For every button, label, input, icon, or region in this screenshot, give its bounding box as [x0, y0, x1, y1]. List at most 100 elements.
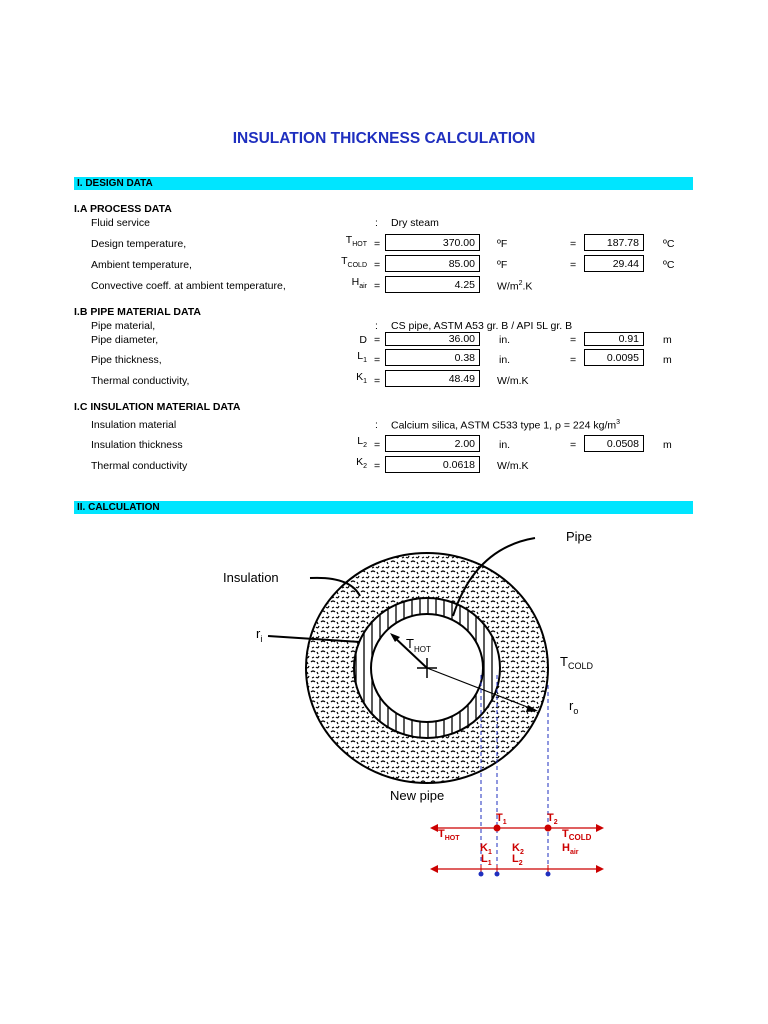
insulation-thickness-unit: in.	[499, 439, 511, 451]
insulation-data-heading: I.C INSULATION MATERIAL DATA	[74, 401, 241, 413]
pipe-material-value: CS pipe, ASTM A53 gr. B / API 5L gr. B	[391, 320, 573, 332]
ri-label: ri	[256, 626, 262, 644]
k1-label: K1	[480, 842, 492, 856]
t1-label: T1	[496, 812, 507, 826]
pipe-diameter-input[interactable]: 36.00	[385, 332, 480, 346]
radius-line	[392, 635, 428, 669]
section-heading: II. CALCULATION	[77, 502, 160, 513]
ambient-temp-label: Ambient temperature,	[91, 259, 192, 271]
tcold-flow-label: TCOLD	[562, 828, 592, 842]
insulation-conductivity-symbol: K2	[356, 456, 367, 471]
ambient-temp-input[interactable]: 85.00	[385, 255, 480, 272]
pipe-diameter-label: Pipe diameter,	[91, 334, 159, 346]
equals: =	[570, 238, 577, 250]
insulation-conductivity-input[interactable]: 0.0618	[385, 456, 480, 473]
section-calculation-band: II. CALCULATION	[74, 501, 693, 514]
section-design-data-band: I. DESIGN DATA	[74, 177, 693, 190]
insulation-thickness-input[interactable]: 2.00	[385, 435, 480, 452]
pipe-diameter-conv-unit: m	[663, 334, 672, 346]
pipe-conductivity-label: Thermal conductivity,	[91, 375, 190, 387]
pipe-thickness-label: Pipe thickness,	[91, 354, 162, 366]
fluid-service-label: Fluid service	[91, 217, 150, 229]
design-temp-unit: ºF	[497, 238, 508, 250]
arrowhead	[430, 824, 438, 832]
arrowhead	[596, 824, 604, 832]
thot-label: THOT	[406, 636, 431, 654]
page-title: INSULATION THICKNESS CALCULATION	[232, 130, 536, 147]
pipe-conductivity-symbol: K1	[356, 371, 367, 386]
new-pipe-label: New pipe	[390, 788, 444, 803]
equals: =	[570, 334, 577, 346]
pipe-conductivity-unit: W/m.K	[497, 375, 529, 387]
pipe-thickness-input[interactable]: 0.38	[385, 349, 480, 366]
arrowhead	[596, 865, 604, 873]
fluid-service-value: Dry steam	[391, 217, 439, 229]
pipe-data-heading: I.B PIPE MATERIAL DATA	[74, 306, 201, 318]
design-temp-symbol: THOT	[345, 234, 367, 249]
pipe-diameter-symbol: D	[359, 334, 367, 346]
ambient-temp-converted: 29.44	[584, 255, 644, 272]
insulation-material-label: Insulation material	[91, 419, 177, 431]
hair-label: Hair	[562, 842, 579, 856]
insulation-conductivity-label: Thermal conductivity	[91, 460, 188, 472]
pipe-conductivity-input[interactable]: 48.49	[385, 370, 480, 387]
ro-label: ro	[569, 698, 578, 716]
insulation-thickness-conv-unit: m	[663, 439, 672, 451]
equals: =	[570, 259, 577, 271]
section-heading: I. DESIGN DATA	[77, 178, 153, 189]
conv-coeff-symbol: Hair	[351, 276, 367, 291]
pipe-diameter-converted: 0.91	[584, 332, 644, 346]
node	[545, 871, 551, 877]
t2-point	[544, 824, 552, 832]
equals: =	[374, 259, 381, 271]
insulation-cross-section-diagram: Pipe Insulation ri THOT TCOLD ro New pip…	[223, 529, 604, 877]
node	[478, 871, 484, 877]
equals: =	[374, 354, 381, 366]
t2-label: T2	[547, 812, 558, 826]
process-data-heading: I.A PROCESS DATA	[74, 203, 172, 215]
node	[494, 871, 500, 877]
conv-coeff-label: Convective coeff. at ambient temperature…	[91, 280, 286, 292]
pipe-thickness-converted: 0.0095	[584, 349, 644, 366]
colon: :	[375, 217, 378, 229]
equals: =	[374, 439, 381, 451]
equals: =	[374, 375, 381, 387]
equals: =	[570, 354, 577, 366]
insulation-thickness-converted: 0.0508	[584, 435, 644, 452]
ambient-temp-unit: ºF	[497, 259, 508, 271]
pipe-leader	[452, 537, 536, 617]
pipe-diameter-unit: in.	[499, 334, 511, 346]
arrowhead	[430, 865, 438, 873]
k2-label: K2	[512, 842, 524, 856]
l1-label: L1	[481, 853, 492, 867]
pipe-thickness-conv-unit: m	[663, 354, 672, 366]
equals: =	[374, 280, 381, 292]
equals: =	[570, 439, 577, 451]
pipe-thickness-symbol: L1	[357, 350, 367, 365]
conv-coeff-unit: W/m2.K	[497, 280, 533, 293]
arrowhead	[526, 705, 538, 712]
insulation-leader	[309, 576, 361, 597]
insulation-conductivity-unit: W/m.K	[497, 460, 529, 472]
insulation-thickness-label: Insulation thickness	[91, 439, 183, 451]
equals: =	[374, 460, 381, 472]
ambient-temp-conv-unit: ºC	[663, 259, 675, 271]
design-temp-input[interactable]: 370.00	[385, 234, 480, 251]
design-temp-label: Design temperature,	[91, 238, 187, 250]
ambient-temp-symbol: TCOLD	[341, 255, 367, 270]
pipe-thickness-unit: in.	[499, 354, 511, 366]
colon: :	[375, 419, 378, 431]
insulation-label: Insulation	[223, 570, 279, 585]
thot-flow-label: THOT	[438, 828, 460, 842]
tcold-label: TCOLD	[560, 654, 593, 671]
conv-coeff-input[interactable]: 4.25	[385, 276, 480, 293]
equals: =	[374, 238, 381, 250]
l2-label: L2	[512, 853, 523, 867]
pipe-material-label: Pipe material,	[91, 320, 156, 332]
equals: =	[374, 334, 381, 346]
design-temp-converted: 187.78	[584, 234, 644, 251]
design-temp-conv-unit: ºC	[663, 238, 675, 250]
insulation-material-value: Calcium silica, ASTM C533 type 1, ρ = 22…	[391, 419, 621, 432]
arrowhead	[390, 633, 400, 642]
colon: :	[375, 320, 378, 332]
